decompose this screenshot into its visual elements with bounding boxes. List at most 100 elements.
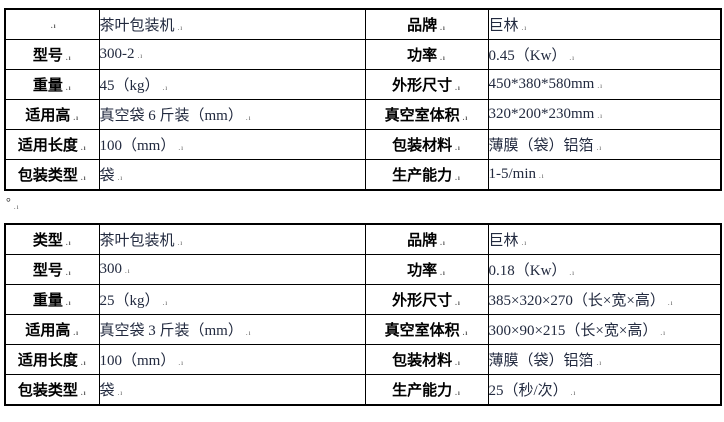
table-row: 类型 .ı 茶叶包装机 .ı 品牌 .ı 巨林 .ı [4, 223, 722, 255]
spec-label-cell: 型号 .ı [4, 39, 100, 70]
formatting-mark: .ı [117, 174, 124, 182]
cell-text: 包装类型 [17, 168, 78, 184]
spec-value-cell: 25（秒/次） .ı [487, 374, 722, 406]
formatting-mark: .ı [597, 112, 604, 120]
spec-value-cell: 385×320×270（长×宽×高） .ı [487, 284, 722, 315]
formatting-mark: .ı [245, 114, 252, 122]
stray-period: ° [6, 195, 11, 209]
spec-value-cell: 0.45（Kw） .ı [487, 39, 722, 70]
formatting-mark: .ı [462, 114, 469, 122]
formatting-mark: .ı [117, 389, 124, 397]
spec-label-cell: 真空室体积 .ı [364, 99, 489, 130]
paragraph-separator: ° .ı [6, 195, 724, 216]
cell-text: 茶叶包装机 [99, 233, 175, 249]
table-row: 适用长度 .ı 100（mm） .ı 包装材料 .ı 薄膜（袋）铝箔 .ı [4, 129, 722, 160]
cell-text: 功率 [407, 48, 438, 64]
table-row: 重量 .ı 45（kg） .ı 外形尺寸 .ı 450*380*580mm .ı [4, 69, 722, 100]
formatting-mark: .ı [65, 84, 72, 92]
formatting-mark: .ı [137, 52, 144, 60]
formatting-mark: .ı [80, 359, 87, 367]
formatting-mark: .ı [73, 329, 80, 337]
cell-text: 薄膜（袋）铝箔 [488, 353, 594, 369]
cell-text: 适用长度 [17, 353, 78, 369]
cell-text: 薄膜（袋）铝箔 [488, 138, 594, 154]
formatting-mark: .ı [596, 359, 603, 367]
paragraph-mark: .ı [13, 203, 20, 211]
cell-text: 茶叶包装机 [99, 18, 175, 34]
spec-value-cell: 320*200*230mm .ı [487, 99, 722, 130]
spec-value-cell: 300-2 .ı [98, 39, 366, 70]
cell-text: 巨林 [488, 18, 519, 34]
formatting-mark: .ı [80, 174, 87, 182]
formatting-mark: .ı [596, 144, 603, 152]
formatting-mark: .ı [65, 239, 72, 247]
spec-label-cell: 适用高 .ı [4, 99, 100, 130]
formatting-mark: .ı [162, 299, 169, 307]
cell-text: 25（kg） [99, 293, 160, 309]
cell-text: 适用高 [25, 108, 71, 124]
formatting-mark: .ı [569, 54, 576, 62]
formatting-mark: .ı [440, 24, 446, 32]
table-row: 重量 .ı 25（kg） .ı 外形尺寸 .ı 385×320×270（长×宽×高） .ı [4, 284, 722, 315]
formatting-mark: .ı [80, 144, 87, 152]
formatting-mark: .ı [178, 144, 185, 152]
cell-text: 385×320×270（长×宽×高） [488, 293, 665, 309]
cell-text: 320*200*230mm [488, 106, 595, 122]
cell-text: 袋 [99, 168, 115, 184]
formatting-mark: .ı [570, 389, 577, 397]
spec-label-cell: 功率 .ı [364, 39, 489, 70]
cell-text: 25（秒/次） [488, 383, 568, 399]
cell-text: 1-5/min [488, 166, 536, 182]
formatting-mark: .ı [455, 84, 461, 92]
cell-text: 包装材料 [392, 138, 453, 154]
cell-text: 300×90×215（长×宽×高） [488, 323, 658, 339]
spec-label-cell: 包装材料 .ı [364, 129, 489, 160]
spec-value-cell: 真空袋 3 斤装（mm） .ı [98, 314, 366, 345]
spec-label-cell: 真空室体积 .ı [364, 314, 489, 345]
spec-label-cell: 重量 .ı [4, 69, 100, 100]
formatting-mark: .ı [245, 329, 252, 337]
cell-text: 包装类型 [17, 383, 78, 399]
spec-label-cell: 功率 .ı [364, 254, 489, 285]
spec-value-cell: 真空袋 6 斤装（mm） .ı [98, 99, 366, 130]
cell-text: 450*380*580mm [488, 76, 595, 92]
cell-text: 生产能力 [392, 383, 453, 399]
spec-label-cell: 生产能力 .ı [364, 374, 489, 406]
cell-text: 外形尺寸 [392, 78, 453, 94]
cell-text: 0.45（Kw） [488, 48, 567, 64]
spec-value-cell: 100（mm） .ı [98, 129, 366, 160]
cell-text: 重量 [32, 293, 63, 309]
table-row: .ı 茶叶包装机 .ı 品牌 .ı 巨林 .ı [4, 8, 722, 40]
spec-value-cell: 袋 .ı [98, 374, 366, 406]
table-row: 包装类型 .ı 袋 .ı 生产能力 .ı 25（秒/次） .ı [4, 374, 722, 406]
formatting-mark: .ı [455, 299, 461, 307]
spec-label-cell: 品牌 .ı [364, 223, 489, 255]
cell-text: 巨林 [488, 233, 519, 249]
product-spec-table-2: 类型 .ı 茶叶包装机 .ı 品牌 .ı 巨林 .ı 型号 .ı 300 .ı 功率 .ı 0.18（Kw）… [4, 223, 722, 406]
formatting-mark: .ı [440, 239, 446, 247]
spec-value-cell: 450*380*580mm .ı [487, 69, 722, 100]
formatting-mark: .ı [455, 359, 461, 367]
cell-text: 适用长度 [17, 138, 78, 154]
spec-label-cell: 型号 .ı [4, 254, 100, 285]
spec-label-cell: 品牌 .ı [364, 8, 489, 40]
formatting-mark: .ı [667, 299, 674, 307]
formatting-mark: .ı [539, 172, 545, 180]
formatting-mark: .ı [521, 239, 528, 247]
spec-value-cell: 300 .ı [98, 254, 366, 285]
spec-value-cell: 25（kg） .ı [98, 284, 366, 315]
cell-text: 类型 [32, 233, 63, 249]
cell-text: 100（mm） [99, 353, 176, 369]
table-row: 型号 .ı 300 .ı 功率 .ı 0.18（Kw） .ı [4, 254, 722, 285]
document-page: .ı 茶叶包装机 .ı 品牌 .ı 巨林 .ı 型号 .ı 300-2 .ı 功率 .ı 0.45（Kw）… [0, 8, 724, 406]
spec-value-cell: 45（kg） .ı [98, 69, 366, 100]
table-row: 适用高 .ı 真空袋 3 斤装（mm） .ı 真空室体积 .ı 300×90×215（长×宽… [4, 314, 722, 345]
spec-value-cell: 茶叶包装机 .ı [98, 223, 366, 255]
cell-text: 真空袋 6 斤装（mm） [99, 108, 243, 124]
formatting-mark: .ı [462, 329, 469, 337]
formatting-mark: .ı [162, 84, 169, 92]
cell-text: 100（mm） [99, 138, 176, 154]
spec-label-cell: 适用长度 .ı [4, 344, 100, 375]
cell-text: 型号 [32, 263, 63, 279]
spec-label-cell: 包装材料 .ı [364, 344, 489, 375]
